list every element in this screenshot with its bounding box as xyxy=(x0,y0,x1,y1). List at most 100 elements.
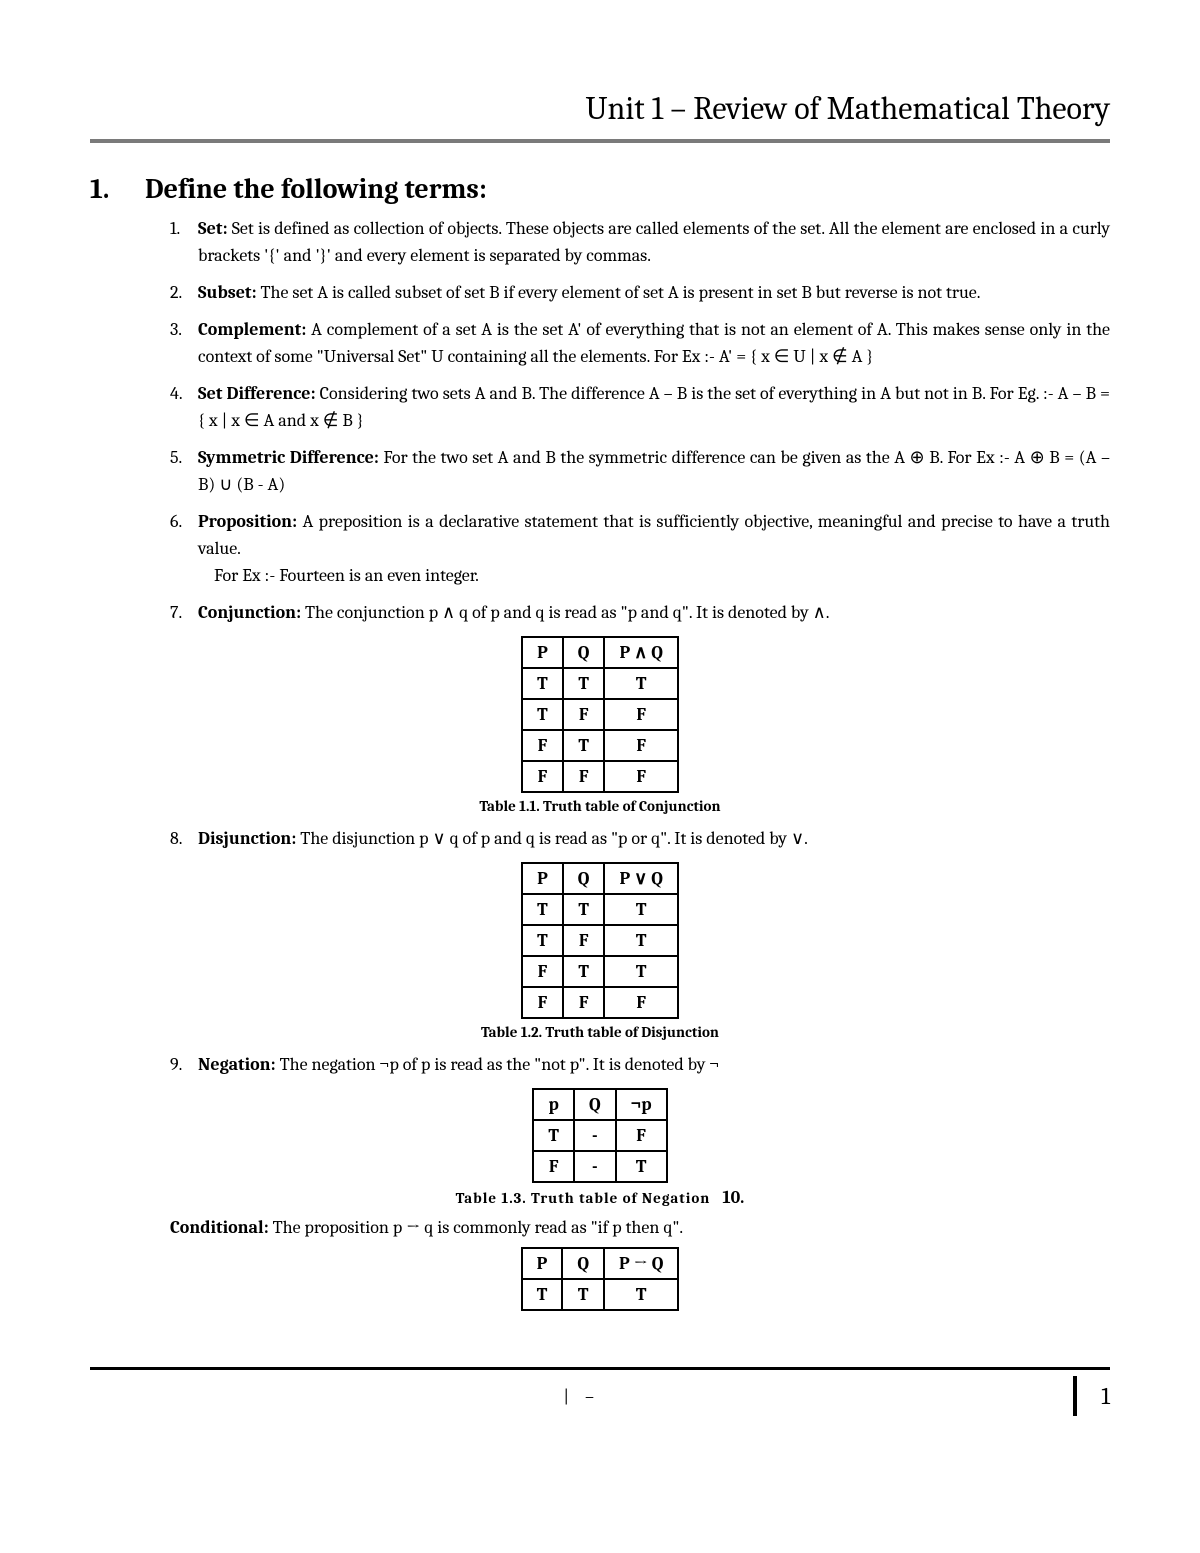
def-term: Subset: xyxy=(198,282,257,303)
disjunction-table: PQP ∨ Q TTT TFT FTT FFF xyxy=(521,862,679,1019)
td: F xyxy=(604,730,677,761)
def-number: 7. xyxy=(170,599,198,626)
td: F xyxy=(616,1120,667,1151)
def-item: 7. Conjunction: The conjunction p ∧ q of… xyxy=(170,599,1110,626)
td: F xyxy=(563,699,605,730)
td: T xyxy=(604,956,677,987)
footer-left: | – xyxy=(90,1386,1073,1407)
def-body: Proposition: A preposition is a declarat… xyxy=(198,508,1110,589)
td: F xyxy=(563,761,605,792)
negation-table: pQ¬p T-F F-T xyxy=(532,1088,667,1183)
def-body: Disjunction: The disjunction p ∨ q of p … xyxy=(198,825,1110,852)
def-item: 1. Set: Set is defined as collection of … xyxy=(170,215,1110,269)
disjunction-caption: Table 1.2. Truth table of Disjunction xyxy=(90,1023,1110,1041)
def-text: The set A is called subset of set B if e… xyxy=(257,282,981,303)
def-term: Disjunction: xyxy=(198,828,296,849)
td: F xyxy=(604,699,677,730)
title-rule xyxy=(90,139,1110,143)
td: T xyxy=(604,894,677,925)
conjunction-caption: Table 1.1. Truth table of Conjunction xyxy=(90,797,1110,815)
td: F xyxy=(522,730,563,761)
td: - xyxy=(574,1120,616,1151)
td: T xyxy=(563,956,605,987)
def-item: 3. Complement: A complement of a set A i… xyxy=(170,316,1110,370)
td: T xyxy=(604,668,677,699)
def-body: Complement: A complement of a set A is t… xyxy=(198,316,1110,370)
th: Q xyxy=(563,637,605,668)
page-number: 1 xyxy=(1073,1376,1110,1416)
td: T xyxy=(522,668,563,699)
negation-caption-row: Table 1.3. Truth table of Negation 10. xyxy=(90,1187,1110,1208)
def-text: Set is defined as collection of objects.… xyxy=(198,218,1110,266)
unit-title: Unit 1 – Review of Mathematical Theory xyxy=(90,60,1110,139)
td: F xyxy=(522,987,563,1018)
negation-caption: Table 1.3. Truth table of Negation xyxy=(456,1189,711,1207)
item-ten-number: 10. xyxy=(722,1187,744,1208)
def-text: The conjunction p ∧ q of p and q is read… xyxy=(301,602,829,623)
td: F xyxy=(563,925,605,956)
def-number: 6. xyxy=(170,508,198,589)
td: T xyxy=(563,894,605,925)
td: T xyxy=(522,894,563,925)
td: T xyxy=(533,1120,574,1151)
def-text: The negation ¬p of p is read as the "not… xyxy=(276,1054,720,1075)
conditional-table: PQP → Q TTT xyxy=(521,1247,680,1311)
def-body: Conjunction: The conjunction p ∧ q of p … xyxy=(198,599,1110,626)
def-number: 3. xyxy=(170,316,198,370)
td: - xyxy=(574,1151,616,1182)
def-item: 6. Proposition: A preposition is a decla… xyxy=(170,508,1110,589)
def-item: 2. Subset: The set A is called subset of… xyxy=(170,279,1110,306)
td: T xyxy=(522,925,563,956)
def-term: Conjunction: xyxy=(198,602,301,623)
section-heading-row: 1. Define the following terms: xyxy=(90,173,1110,205)
def-number: 9. xyxy=(170,1051,198,1078)
td: T xyxy=(522,1279,563,1310)
def-term: Symmetric Difference: xyxy=(198,447,379,468)
def-item: 4. Set Difference: Considering two sets … xyxy=(170,380,1110,434)
def-number: 5. xyxy=(170,444,198,498)
def-term: Proposition: xyxy=(198,511,297,532)
td: F xyxy=(522,761,563,792)
definitions-list-2: 8. Disjunction: The disjunction p ∨ q of… xyxy=(90,825,1110,852)
th: Q xyxy=(574,1089,616,1120)
td: T xyxy=(604,1279,678,1310)
def-number: 1. xyxy=(170,215,198,269)
td: F xyxy=(522,956,563,987)
def-term: Set: xyxy=(198,218,227,239)
td: T xyxy=(563,730,605,761)
th: Q xyxy=(562,1248,604,1279)
th: P ∨ Q xyxy=(604,863,677,894)
td: T xyxy=(604,925,677,956)
td: T xyxy=(562,1279,604,1310)
definitions-list-3: 9. Negation: The negation ¬p of p is rea… xyxy=(90,1051,1110,1078)
th: Q xyxy=(563,863,605,894)
def-text: The disjunction p ∨ q of p and q is read… xyxy=(296,828,807,849)
th: P → Q xyxy=(604,1248,678,1279)
def-item: 9. Negation: The negation ¬p of p is rea… xyxy=(170,1051,1110,1078)
conditional-line: Conditional: The proposition p → q is co… xyxy=(90,1214,1110,1241)
th: p xyxy=(533,1089,574,1120)
def-text: The proposition p → q is commonly read a… xyxy=(269,1217,684,1238)
td: T xyxy=(616,1151,667,1182)
def-number: 8. xyxy=(170,825,198,852)
definitions-list: 1. Set: Set is defined as collection of … xyxy=(90,215,1110,626)
td: T xyxy=(563,668,605,699)
def-number: 4. xyxy=(170,380,198,434)
def-number: 2. xyxy=(170,279,198,306)
th: P xyxy=(522,637,563,668)
def-term: Complement: xyxy=(198,319,306,340)
def-subline: For Ex :- Fourteen is an even integer. xyxy=(198,562,1110,589)
def-body: Set: Set is defined as collection of obj… xyxy=(198,215,1110,269)
def-body: Subset: The set A is called subset of se… xyxy=(198,279,1110,306)
conjunction-table: PQP ∧ Q TTT TFF FTF FFF xyxy=(521,636,679,793)
th: ¬p xyxy=(616,1089,667,1120)
def-term: Set Difference: xyxy=(198,383,316,404)
def-item: 5. Symmetric Difference: For the two set… xyxy=(170,444,1110,498)
footer: | – 1 xyxy=(0,1370,1200,1436)
def-body: Set Difference: Considering two sets A a… xyxy=(198,380,1110,434)
def-term: Conditional: xyxy=(170,1217,269,1238)
td: F xyxy=(563,987,605,1018)
td: F xyxy=(533,1151,574,1182)
def-text: A complement of a set A is the set A' of… xyxy=(198,319,1110,367)
td: F xyxy=(604,761,677,792)
